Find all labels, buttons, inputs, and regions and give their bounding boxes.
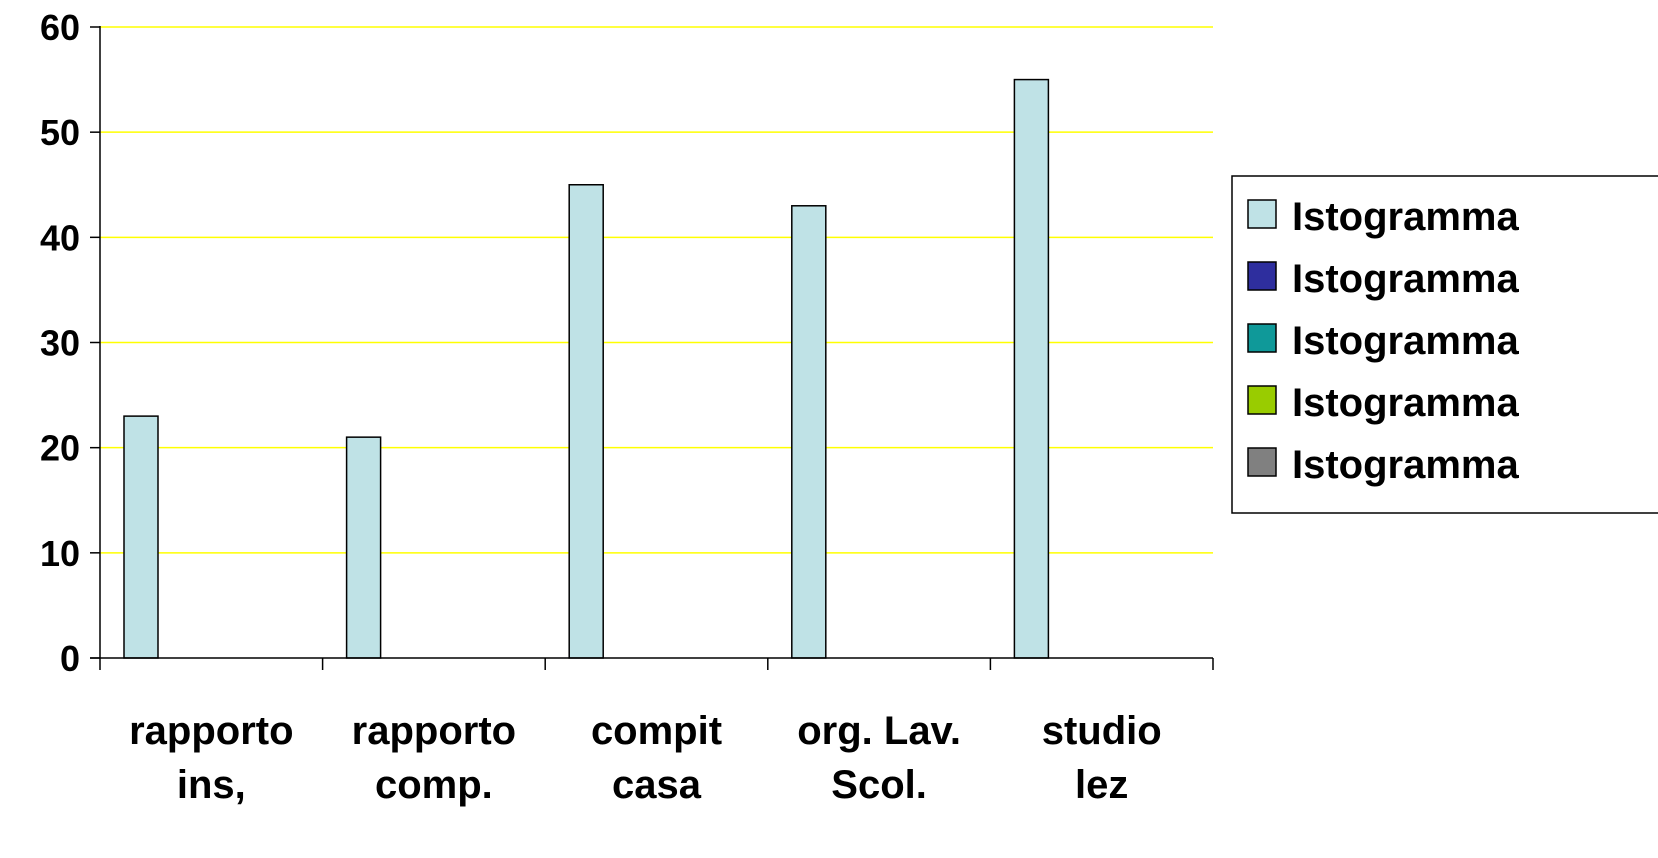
legend-label: Istogramma (1292, 319, 1519, 363)
y-tick-label: 60 (40, 7, 80, 48)
bars (123, 78, 1050, 659)
y-tick-label: 50 (40, 112, 80, 153)
legend-swatch (1247, 385, 1277, 415)
legend-swatch (1247, 199, 1277, 229)
legend-swatch (1247, 447, 1277, 477)
category-label: compit casa (591, 709, 722, 807)
y-tick-labels: 0 10 20 30 40 50 60 (40, 7, 80, 679)
legend-label: Istogramma (1292, 443, 1519, 487)
y-tick-label: 20 (40, 428, 80, 469)
legend-swatch (1247, 261, 1277, 291)
y-tick-label: 0 (60, 638, 80, 679)
category-label: rapporto ins, (129, 709, 293, 807)
legend-label: Istogramma (1292, 257, 1519, 301)
x-category-labels: rapporto ins, rapporto comp. compit casa org. … (129, 709, 1162, 807)
y-tick-label: 10 (40, 533, 80, 574)
bar (568, 184, 604, 659)
y-tick-label: 40 (40, 217, 80, 258)
category-label: rapporto comp. (352, 709, 516, 807)
legend-swatch (1247, 323, 1277, 353)
bar (345, 436, 382, 659)
legend-box (1231, 175, 1658, 514)
legend: Istogramma Istogramma Istogramma Istogramma… (1231, 175, 1658, 514)
bar (123, 415, 159, 659)
category-label: org. Lav. Scol. (797, 709, 961, 807)
category-label: studio lez (1042, 709, 1162, 807)
bar (791, 205, 827, 659)
y-tick-label: 30 (40, 323, 80, 364)
legend-label: Istogramma (1292, 381, 1519, 425)
legend-label: Istogramma (1292, 195, 1519, 239)
axes (90, 26, 1214, 670)
bar (1013, 78, 1050, 659)
